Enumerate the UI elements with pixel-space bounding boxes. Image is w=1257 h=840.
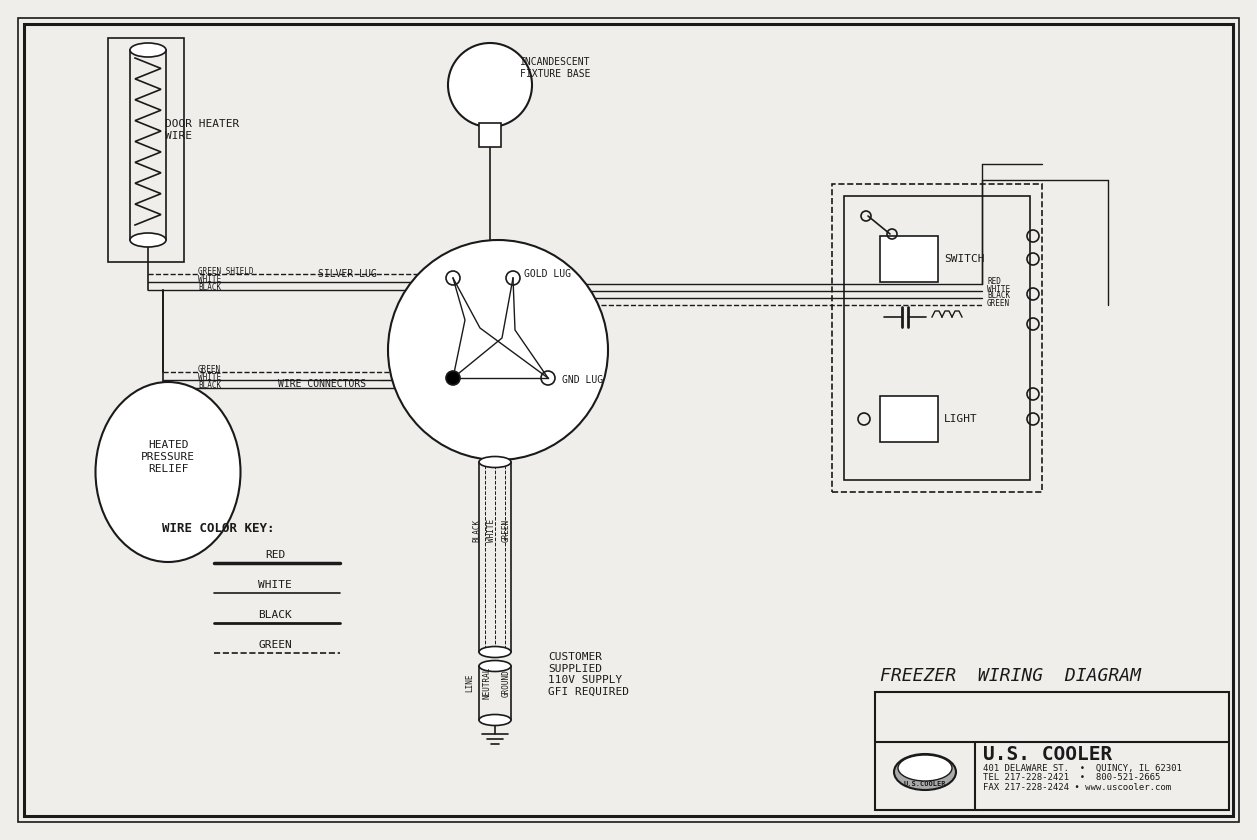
Bar (880, 396, 938, 442)
Bar (880, 236, 938, 282)
Text: NEUTRAL: NEUTRAL (483, 667, 491, 699)
Bar (875, 692, 1229, 810)
Text: RED: RED (987, 277, 1001, 286)
Ellipse shape (479, 647, 512, 658)
Ellipse shape (894, 754, 957, 790)
Text: FREEZER  WIRING  DIAGRAM: FREEZER WIRING DIAGRAM (880, 667, 1141, 685)
Text: GND LUG: GND LUG (562, 375, 603, 385)
Text: U.S.COOLER: U.S.COOLER (904, 781, 947, 787)
Text: U.S. COOLER: U.S. COOLER (983, 744, 1112, 764)
Text: BLACK: BLACK (473, 518, 481, 542)
Text: LINE: LINE (465, 674, 474, 692)
Circle shape (388, 240, 608, 460)
Text: WHITE: WHITE (199, 372, 221, 381)
Text: WHITE: WHITE (258, 580, 292, 590)
Circle shape (446, 371, 460, 385)
Text: BLACK: BLACK (199, 381, 221, 390)
Text: WIRE COLOR KEY:: WIRE COLOR KEY: (162, 522, 274, 534)
Text: WIRE CONNECTORS: WIRE CONNECTORS (278, 379, 366, 389)
Ellipse shape (96, 382, 240, 562)
Text: SWITCH: SWITCH (944, 254, 984, 264)
Ellipse shape (897, 755, 952, 781)
Text: TEL 217-228-2421  •  800-521-2665: TEL 217-228-2421 • 800-521-2665 (983, 774, 1160, 783)
Text: BLACK: BLACK (199, 282, 221, 291)
Text: GROUND: GROUND (502, 669, 510, 697)
Text: GREEN: GREEN (502, 518, 510, 542)
Ellipse shape (479, 715, 512, 726)
Text: WHITE: WHITE (199, 275, 221, 283)
Text: GREEN: GREEN (199, 365, 221, 374)
Bar (479, 123, 502, 147)
Bar (843, 196, 1029, 480)
Text: 401 DELAWARE ST.  •  QUINCY, IL 62301: 401 DELAWARE ST. • QUINCY, IL 62301 (983, 764, 1182, 773)
Text: GREEN: GREEN (258, 640, 292, 650)
Ellipse shape (479, 456, 512, 468)
Ellipse shape (129, 233, 166, 247)
Text: GOLD LUG: GOLD LUG (524, 269, 571, 279)
Ellipse shape (479, 660, 512, 671)
Text: SILVER LUG: SILVER LUG (318, 269, 377, 279)
Text: WHITE: WHITE (486, 518, 495, 542)
Text: GREEN: GREEN (987, 298, 1011, 307)
Text: CUSTOMER
SUPPLIED
110V SUPPLY
GFI REQUIRED: CUSTOMER SUPPLIED 110V SUPPLY GFI REQUIR… (548, 652, 628, 697)
Text: WHITE: WHITE (987, 285, 1011, 293)
Text: INCANDESCENT
FIXTURE BASE: INCANDESCENT FIXTURE BASE (520, 57, 591, 79)
Text: FAX 217-228-2424 • www.uscooler.com: FAX 217-228-2424 • www.uscooler.com (983, 784, 1172, 792)
Text: BLACK: BLACK (258, 610, 292, 620)
Text: LIGHT: LIGHT (944, 414, 978, 424)
Text: BLACK: BLACK (987, 291, 1011, 301)
Bar (832, 184, 1042, 492)
Text: HEATED
PRESSURE
RELIEF: HEATED PRESSURE RELIEF (141, 440, 195, 474)
Circle shape (447, 43, 532, 127)
Text: DOOR HEATER
WIRE: DOOR HEATER WIRE (165, 119, 239, 141)
Text: RED: RED (265, 550, 285, 560)
Text: GREEN SHIELD: GREEN SHIELD (199, 266, 254, 276)
Bar (108, 38, 184, 262)
Ellipse shape (129, 43, 166, 57)
